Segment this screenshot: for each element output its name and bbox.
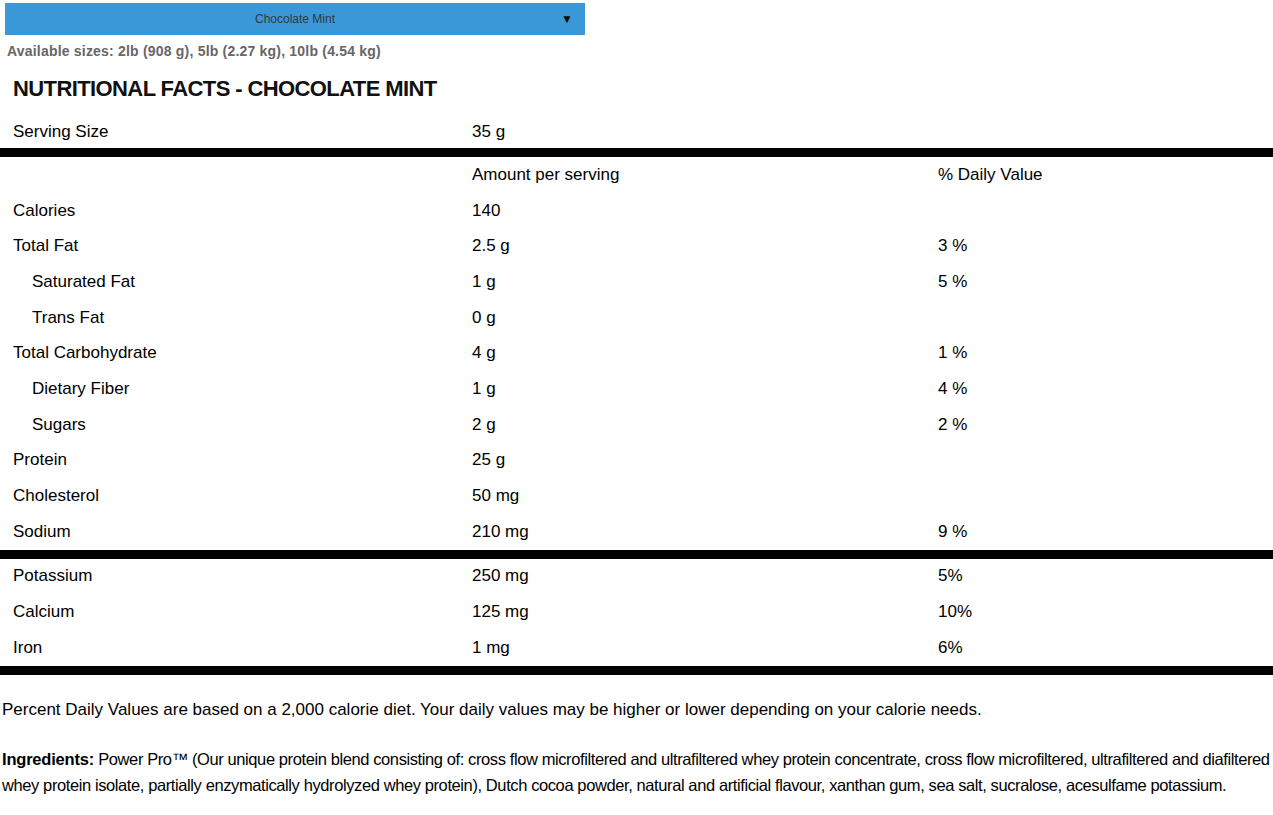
nutrient-label: Sodium bbox=[13, 522, 472, 542]
chevron-down-icon: ▼ bbox=[561, 13, 573, 25]
nutrient-amount: 4 g bbox=[472, 343, 938, 363]
divider-bar-bottom bbox=[0, 666, 1273, 675]
ingredients-text: Power Pro™ (Our unique protein blend con… bbox=[2, 750, 1270, 794]
table-row-protein: Protein 25 g bbox=[0, 443, 1273, 479]
nutrient-label: Potassium bbox=[13, 566, 472, 586]
nutrient-dv: 3 % bbox=[938, 236, 1273, 256]
daily-values-footnote: Percent Daily Values are based on a 2,00… bbox=[2, 700, 1273, 720]
nutrient-dv: 5% bbox=[938, 566, 1273, 586]
nutrient-dv: 6% bbox=[938, 638, 1273, 658]
nutrient-label: Total Carbohydrate bbox=[13, 343, 472, 363]
nutrient-amount: 140 bbox=[472, 201, 938, 221]
nutrient-amount: 210 mg bbox=[472, 522, 938, 542]
table-row-cholesterol: Cholesterol 50 mg bbox=[0, 478, 1273, 514]
nutrient-amount: 250 mg bbox=[472, 566, 938, 586]
ingredients-label: Ingredients: bbox=[2, 750, 94, 768]
table-row-calories: Calories 140 bbox=[0, 193, 1273, 229]
nutrient-label: Total Fat bbox=[13, 236, 472, 256]
nutrient-label: Trans Fat bbox=[13, 308, 472, 328]
nutrient-dv: 10% bbox=[938, 602, 1273, 622]
nutrient-label: Calories bbox=[13, 201, 472, 221]
nutrient-dv: 4 % bbox=[938, 379, 1273, 399]
flavor-dropdown[interactable]: Chocolate Mint ▼ bbox=[5, 3, 585, 35]
nutrient-label: Cholesterol bbox=[13, 486, 472, 506]
table-row-total-carbohydrate: Total Carbohydrate 4 g 1 % bbox=[0, 335, 1273, 371]
nutrient-label: Sugars bbox=[13, 415, 472, 435]
nutrient-label: Protein bbox=[13, 450, 472, 470]
table-row-sodium: Sodium 210 mg 9 % bbox=[0, 514, 1273, 550]
table-row-iron: Iron 1 mg 6% bbox=[0, 630, 1273, 666]
serving-size-label: Serving Size bbox=[13, 122, 472, 142]
serving-size-row: Serving Size 35 g bbox=[0, 115, 1273, 148]
flavor-dropdown-selected-label: Chocolate Mint bbox=[255, 12, 335, 26]
nutrient-amount: 2 g bbox=[472, 415, 938, 435]
nutrition-facts-title: NUTRITIONAL FACTS - CHOCOLATE MINT bbox=[13, 76, 1273, 102]
nutrient-amount: 2.5 g bbox=[472, 236, 938, 256]
table-row-total-fat: Total Fat 2.5 g 3 % bbox=[0, 228, 1273, 264]
table-row-sugars: Sugars 2 g 2 % bbox=[0, 407, 1273, 443]
nutrient-dv: 1 % bbox=[938, 343, 1273, 363]
table-row-dietary-fiber: Dietary Fiber 1 g 4 % bbox=[0, 371, 1273, 407]
available-sizes-text: Available sizes: 2lb (908 g), 5lb (2.27 … bbox=[7, 43, 1273, 59]
nutrient-amount: 0 g bbox=[472, 308, 938, 328]
nutrient-dv: 5 % bbox=[938, 272, 1273, 292]
nutrient-label: Iron bbox=[13, 638, 472, 658]
nutrient-dv: 2 % bbox=[938, 415, 1273, 435]
divider-bar-middle bbox=[0, 550, 1273, 559]
nutrient-dv: 9 % bbox=[938, 522, 1273, 542]
serving-size-value: 35 g bbox=[472, 122, 938, 142]
nutrient-amount: 25 g bbox=[472, 450, 938, 470]
nutrient-amount: 125 mg bbox=[472, 602, 938, 622]
nutrient-label: Saturated Fat bbox=[13, 272, 472, 292]
nutrient-label: Calcium bbox=[13, 602, 472, 622]
table-header-row: Amount per serving % Daily Value bbox=[0, 157, 1273, 193]
table-row-potassium: Potassium 250 mg 5% bbox=[0, 559, 1273, 595]
table-row-calcium: Calcium 125 mg 10% bbox=[0, 594, 1273, 630]
nutrient-label: Dietary Fiber bbox=[13, 379, 472, 399]
column-header-daily-value: % Daily Value bbox=[938, 165, 1273, 185]
table-row-saturated-fat: Saturated Fat 1 g 5 % bbox=[0, 264, 1273, 300]
column-header-amount: Amount per serving bbox=[472, 165, 938, 185]
nutrient-amount: 1 mg bbox=[472, 638, 938, 658]
ingredients-paragraph: Ingredients: Power Pro™ (Our unique prot… bbox=[2, 746, 1273, 798]
nutrient-amount: 50 mg bbox=[472, 486, 938, 506]
nutrient-amount: 1 g bbox=[472, 272, 938, 292]
divider-bar-top bbox=[0, 148, 1273, 157]
nutrient-amount: 1 g bbox=[472, 379, 938, 399]
table-row-trans-fat: Trans Fat 0 g bbox=[0, 300, 1273, 336]
